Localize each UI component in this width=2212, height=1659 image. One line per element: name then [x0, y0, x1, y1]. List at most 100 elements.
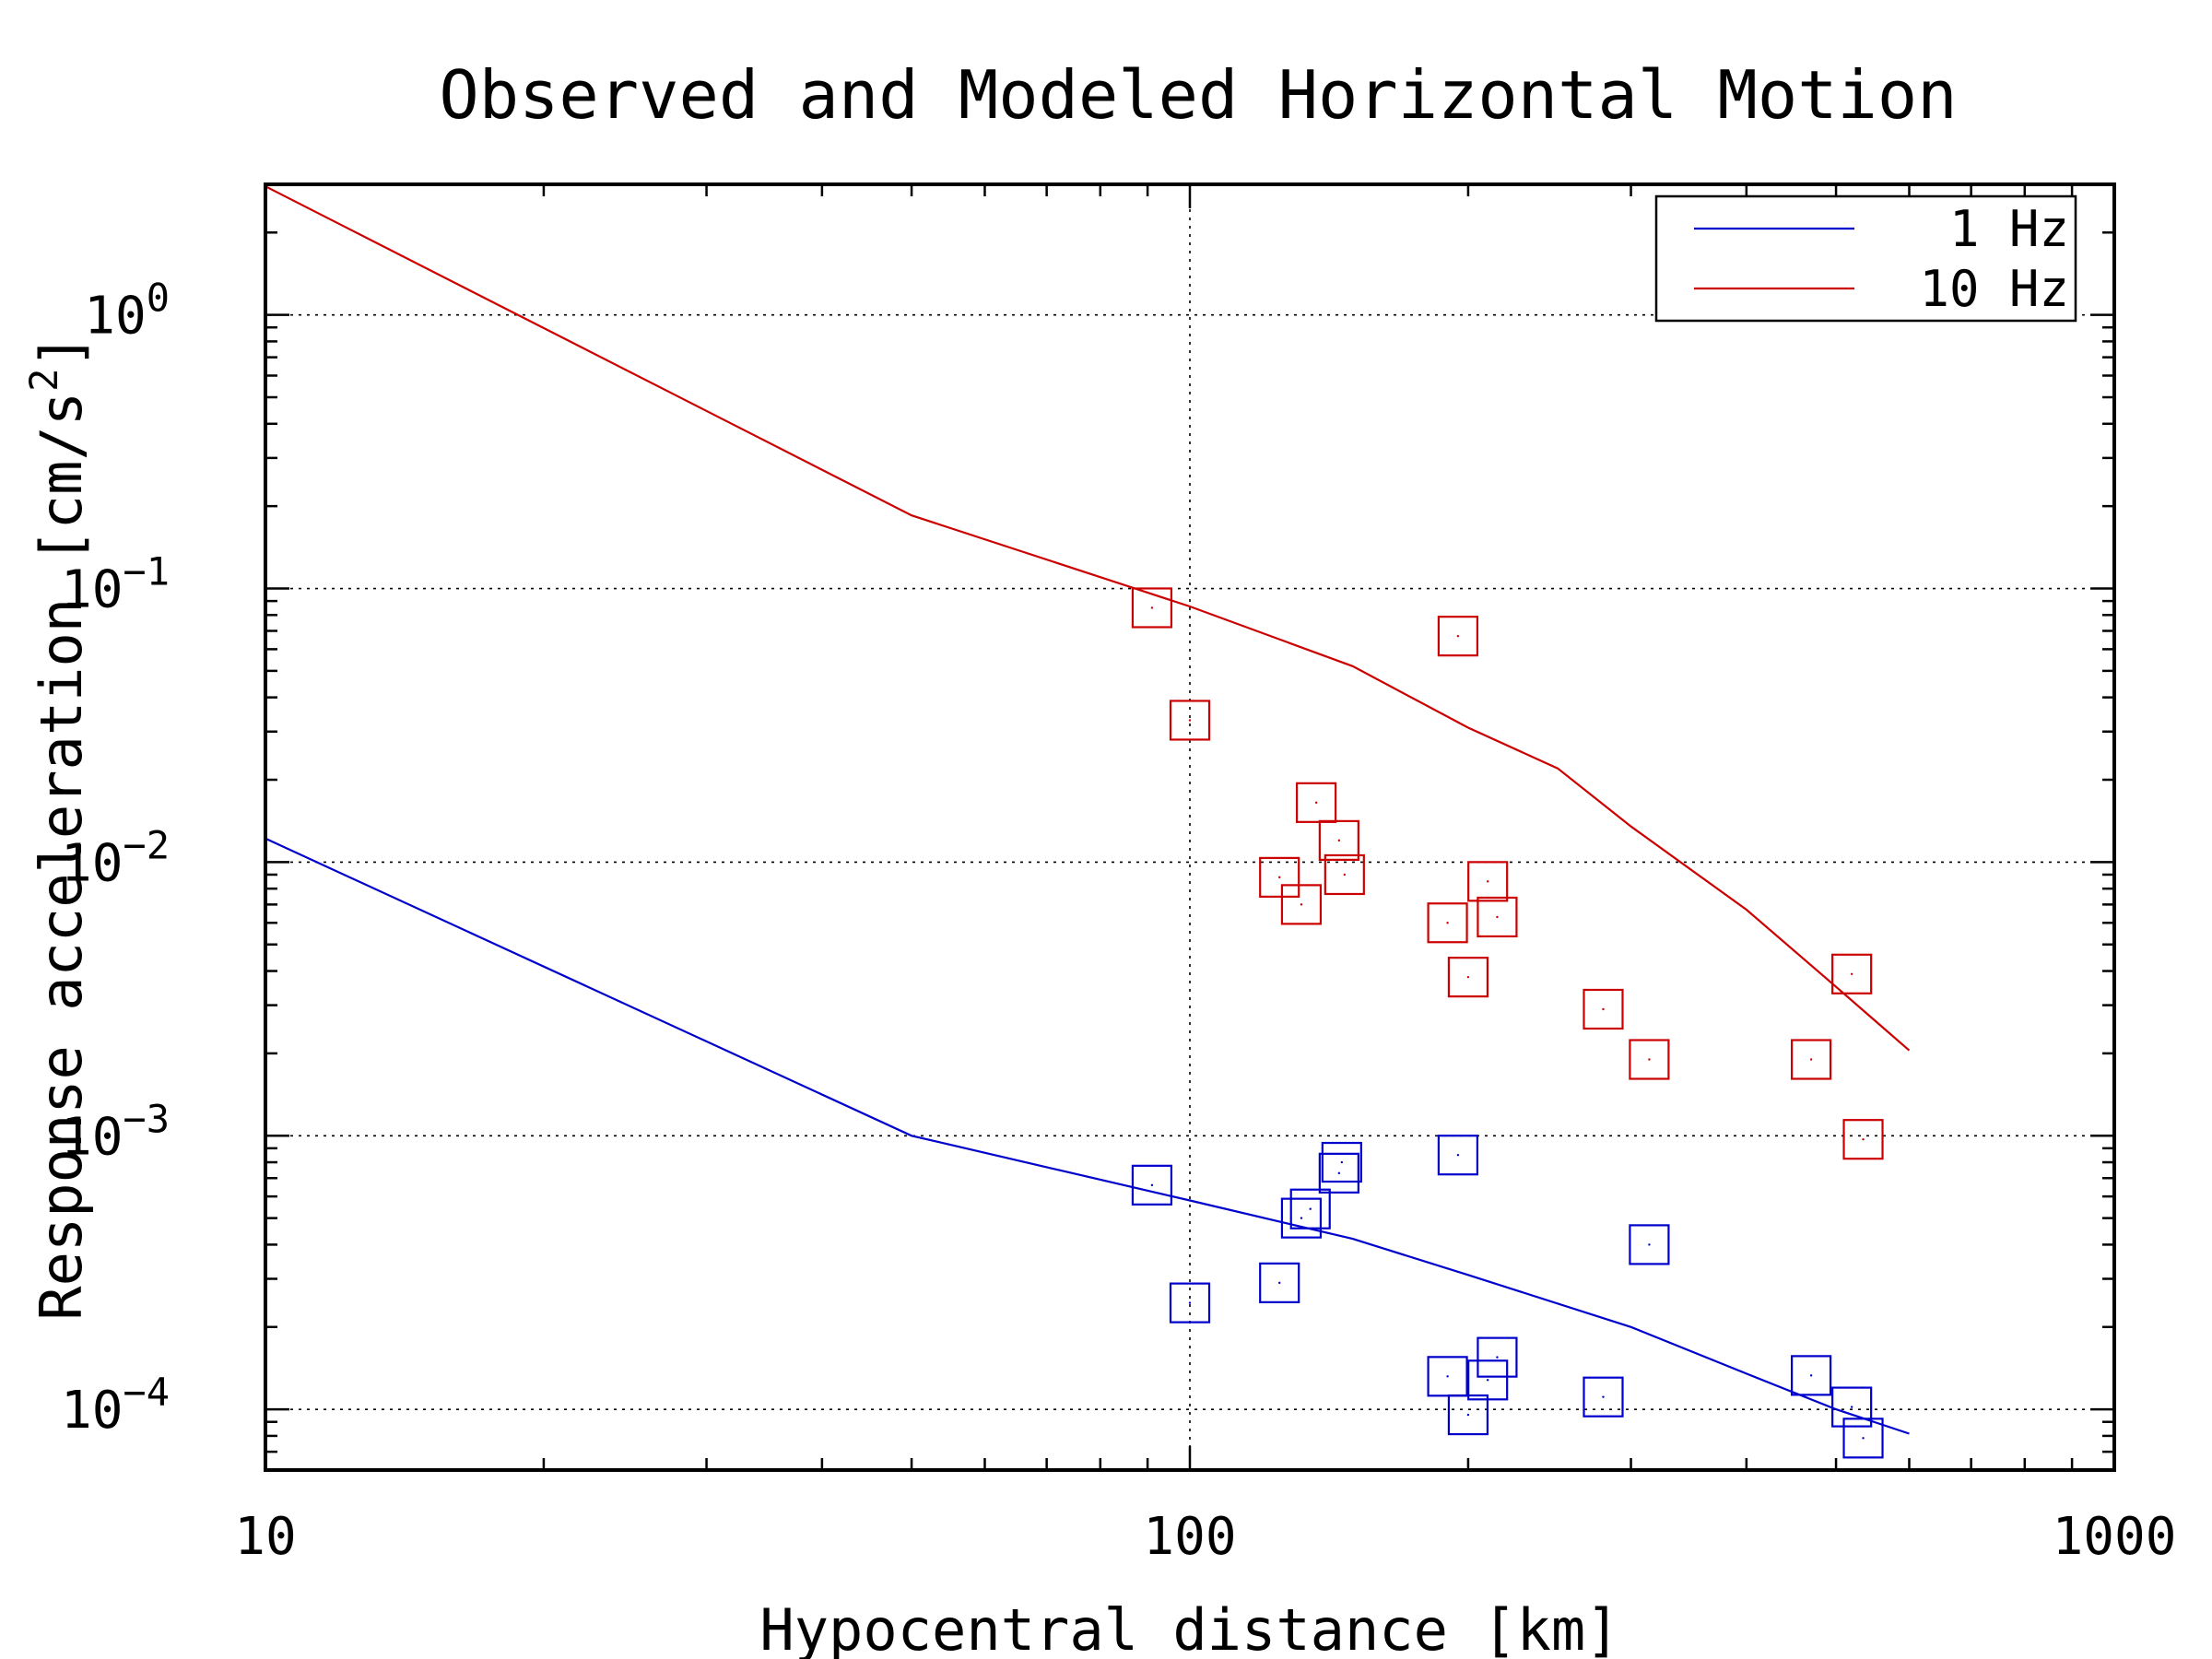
observed-point-marker	[1629, 1039, 1670, 1080]
plot-frame	[264, 182, 2116, 1472]
y-axis-label-main: Response acceleration [cm/s	[28, 392, 95, 1321]
observed-point-marker	[1169, 700, 1211, 741]
y-axis-label-close: ]	[28, 334, 95, 368]
observed-point-marker	[1437, 616, 1479, 657]
observed-point-marker	[1842, 1418, 1884, 1459]
y-tick-label-exponent: −4	[123, 1370, 170, 1415]
observed-point-marker	[1289, 1188, 1331, 1230]
grid-lines	[265, 184, 2114, 1470]
observed-point-marker	[1583, 1376, 1624, 1418]
legend: 1 Hz 10 Hz	[1654, 194, 2077, 323]
y-tick-label-exponent: 0	[147, 276, 170, 321]
y-tick-label: 10−2	[61, 822, 170, 893]
observed-point-dot	[1486, 880, 1489, 883]
y-tick-label-base: 10	[61, 1381, 123, 1441]
legend-box	[1654, 194, 2077, 323]
observed-point-marker	[1318, 1152, 1359, 1194]
observed-point-dot	[1278, 1281, 1281, 1285]
observed-point-marker	[1791, 1039, 1832, 1080]
observed-point-dot	[1446, 1375, 1449, 1378]
y-tick-label: 10−3	[61, 1096, 170, 1167]
observed-point-marker	[1629, 1224, 1670, 1265]
y-tick-label-exponent: −2	[123, 822, 170, 867]
observed-point-marker	[1259, 856, 1300, 898]
observed-point-marker	[1324, 853, 1365, 896]
observed-point-marker	[1427, 902, 1468, 944]
observed-points	[1131, 587, 1884, 1459]
observed-point-marker	[1131, 1164, 1173, 1206]
observed-point-dot	[1862, 1437, 1865, 1440]
observed-point-marker	[1791, 1355, 1832, 1396]
legend-label-10hz: 10 Hz	[1919, 260, 2069, 318]
model-lines	[265, 185, 1911, 1435]
observed-point-marker	[1280, 884, 1323, 925]
observed-point-dot	[1150, 606, 1154, 609]
observed-point-dot	[1648, 1243, 1651, 1246]
x-tick-labels: 10 100 1000	[234, 1507, 2176, 1567]
observed-point-dot	[1337, 1171, 1341, 1175]
y-tick-label-base: 10	[84, 287, 146, 347]
legend-label-1hz: 1 Hz	[1949, 200, 2069, 258]
observed-point-marker	[1259, 1262, 1300, 1303]
y-tick-label-base: 10	[61, 1107, 123, 1167]
x-axis-label: Hypocentral distance [km]	[759, 1596, 1619, 1659]
observed-point-dot	[1446, 922, 1449, 924]
y-tick-label: 100	[84, 276, 170, 347]
y-tick-label-base: 10	[61, 833, 123, 893]
observed-point-dot	[1456, 634, 1460, 638]
y-tick-label: 10−1	[61, 549, 170, 620]
observed-point-dot	[1809, 1374, 1813, 1377]
observed-point-dot	[1809, 1058, 1813, 1061]
observed-point-dot	[1850, 972, 1853, 975]
observed-point-dot	[1648, 1058, 1651, 1061]
observed-point-marker	[1467, 1359, 1509, 1401]
observed-point-dot	[1278, 876, 1281, 879]
x-tick-label: 1000	[2053, 1507, 2177, 1567]
observed-point-marker	[1831, 953, 1873, 994]
observed-point-dot	[1300, 903, 1303, 906]
observed-point-marker	[1427, 1356, 1468, 1397]
model-line-0	[265, 837, 1910, 1435]
observed-point-dot	[1188, 719, 1192, 722]
observed-point-marker	[1447, 957, 1489, 998]
y-tick-label-base: 10	[61, 560, 123, 620]
y-axis-label: Response acceleration [cm/s2]	[21, 334, 95, 1320]
x-tick-label: 100	[1143, 1507, 1236, 1567]
observed-point-marker	[1131, 587, 1173, 629]
observed-point-dot	[1456, 1154, 1460, 1157]
observed-point-marker	[1477, 1336, 1518, 1378]
observed-point-dot	[1340, 1160, 1344, 1164]
observed-point-dot	[1602, 1395, 1605, 1398]
observed-point-dot	[1150, 1183, 1154, 1187]
observed-point-dot	[1850, 1406, 1853, 1408]
observed-point-dot	[1466, 1413, 1470, 1417]
observed-point-marker	[1467, 861, 1509, 902]
observed-point-marker	[1477, 896, 1518, 938]
observed-point-marker	[1831, 1386, 1873, 1428]
observed-point-marker	[1583, 988, 1624, 1030]
y-tick-label: 10−4	[61, 1370, 170, 1441]
observed-point-marker	[1321, 1141, 1362, 1183]
observed-point-dot	[1314, 801, 1318, 805]
chart-title: Observed and Modeled Horizontal Motion	[439, 56, 1957, 134]
observed-point-marker	[1842, 1119, 1884, 1160]
y-tick-label-exponent: −3	[123, 1096, 170, 1141]
observed-point-dot	[1496, 915, 1499, 919]
model-line-1	[265, 185, 1911, 1052]
observed-point-marker	[1437, 1135, 1479, 1176]
x-tick-label: 10	[234, 1507, 296, 1567]
y-axis-label-superscript: 2	[21, 369, 66, 392]
observed-point-dot	[1602, 1007, 1605, 1011]
observed-point-dot	[1486, 1379, 1489, 1382]
observed-point-dot	[1862, 1137, 1865, 1141]
observed-point-marker	[1169, 1282, 1211, 1324]
observed-point-marker	[1280, 1197, 1323, 1239]
observed-point-dot	[1343, 873, 1347, 877]
y-tick-label-exponent: −1	[123, 549, 170, 594]
observed-point-dot	[1300, 1217, 1303, 1219]
observed-point-marker	[1318, 819, 1359, 861]
observed-point-dot	[1466, 975, 1470, 979]
